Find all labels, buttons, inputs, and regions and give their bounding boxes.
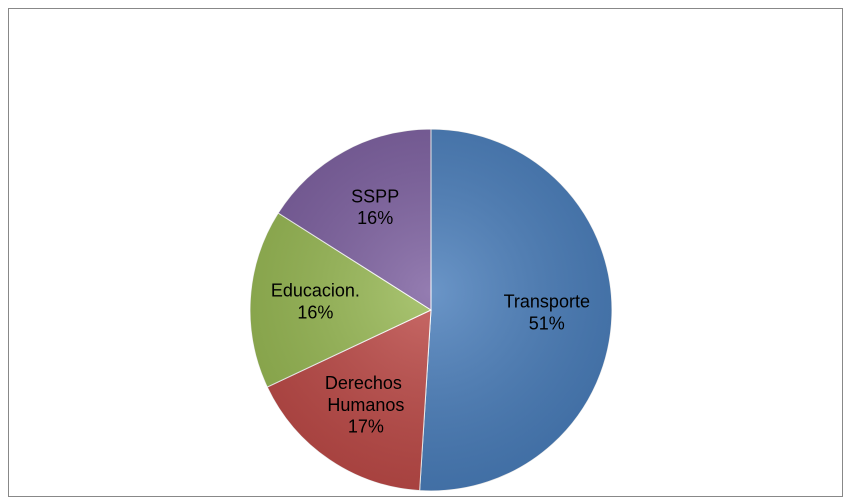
slice-label: Transporte: [504, 291, 590, 311]
label-line: Educacion.: [271, 280, 360, 300]
slice-label: Derechos Humanos: [325, 373, 407, 415]
value-label: 16%: [297, 302, 333, 322]
slice-label: Educacion.: [271, 280, 360, 300]
value-label: 51%: [529, 313, 565, 333]
value-label: 16%: [357, 208, 393, 228]
label-line: Transporte: [504, 291, 590, 311]
label-line: Humanos: [327, 395, 404, 415]
value-label: 17%: [348, 417, 384, 437]
label-line: Derechos: [325, 373, 407, 393]
label-line: SSPP: [351, 186, 399, 206]
slice-label: SSPP: [351, 186, 399, 206]
